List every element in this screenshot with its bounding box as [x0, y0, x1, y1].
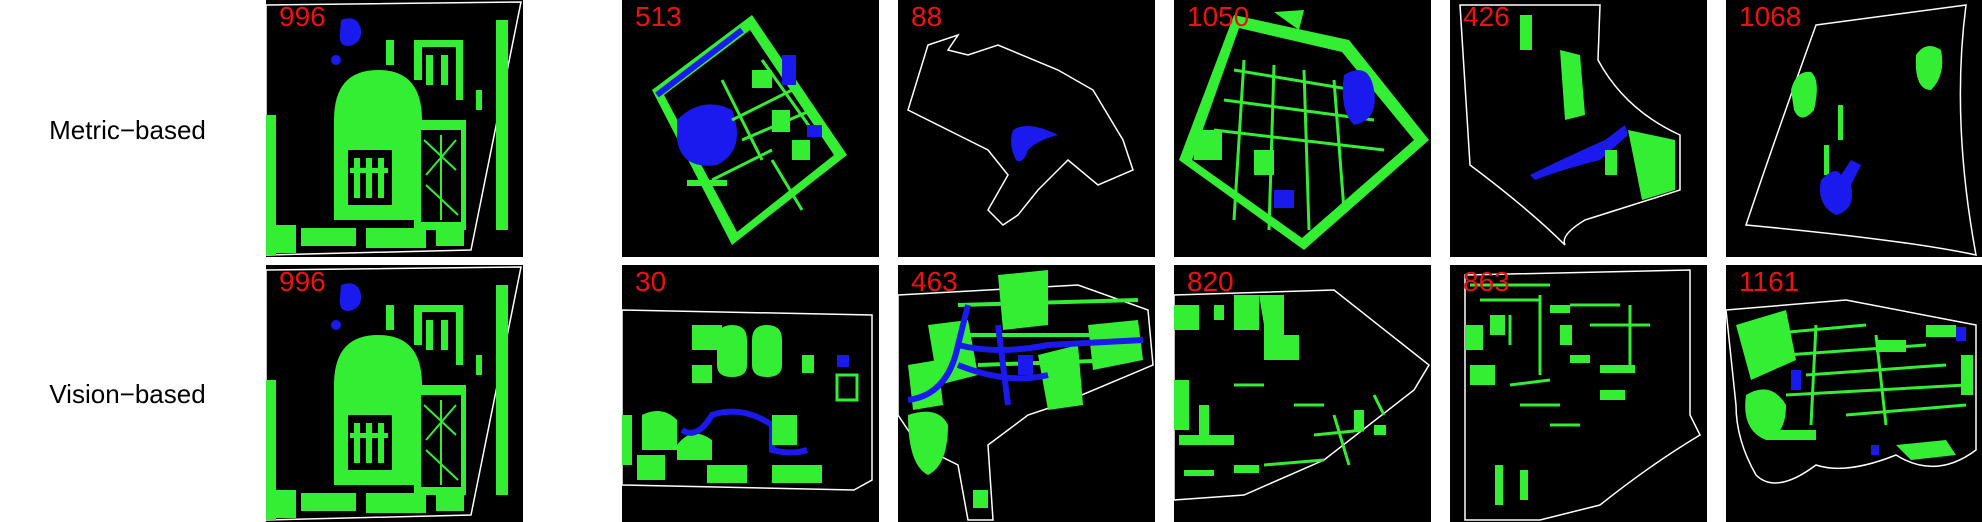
tile-number: 426 [1463, 1, 1510, 32]
campus-map [1744, 4, 1977, 256]
map-tile: 88 [898, 0, 1155, 257]
map-tile: 463 [898, 265, 1155, 522]
tile-number: 820 [1187, 266, 1234, 297]
map-tile: 30 [622, 265, 879, 522]
campus-map [266, 266, 522, 521]
tile-number: 513 [635, 1, 682, 32]
tile-number: 1161 [1739, 266, 1800, 297]
tile-number: 1050 [1187, 1, 1250, 32]
map-tile: 863 [1450, 265, 1707, 522]
map-tile: 1161 [1726, 265, 1982, 522]
map-tile: 426 [1450, 0, 1707, 257]
map-tile: 996 [266, 265, 523, 522]
row-label-metric-based: Metric−based [49, 115, 206, 145]
campus-map [622, 309, 873, 491]
campus-map [1179, 10, 1429, 250]
map-tile: 1050 [1174, 0, 1431, 257]
campus-map [1459, 4, 1681, 246]
tile-number: 30 [635, 266, 667, 297]
campus-map [1464, 269, 1701, 521]
campus-map [1174, 289, 1430, 501]
map-tile: 820 [1174, 265, 1431, 522]
campus-map [898, 270, 1154, 521]
tile-number: 88 [911, 1, 943, 32]
campus-map [652, 15, 847, 245]
campus-map [266, 1, 522, 256]
campus-map [1726, 299, 1977, 484]
tile-number: 996 [279, 1, 326, 32]
tile-number: 863 [1463, 266, 1510, 297]
tile-number: 463 [911, 266, 958, 297]
map-tile: 1068 [1726, 0, 1982, 257]
map-tile: 996 [266, 0, 523, 257]
map-tile: 513 [622, 0, 879, 257]
row-label-vision-based: Vision−based [49, 379, 206, 409]
tile-number: 996 [279, 266, 326, 297]
campus-map [907, 33, 1134, 226]
tile-number: 1068 [1739, 1, 1802, 32]
